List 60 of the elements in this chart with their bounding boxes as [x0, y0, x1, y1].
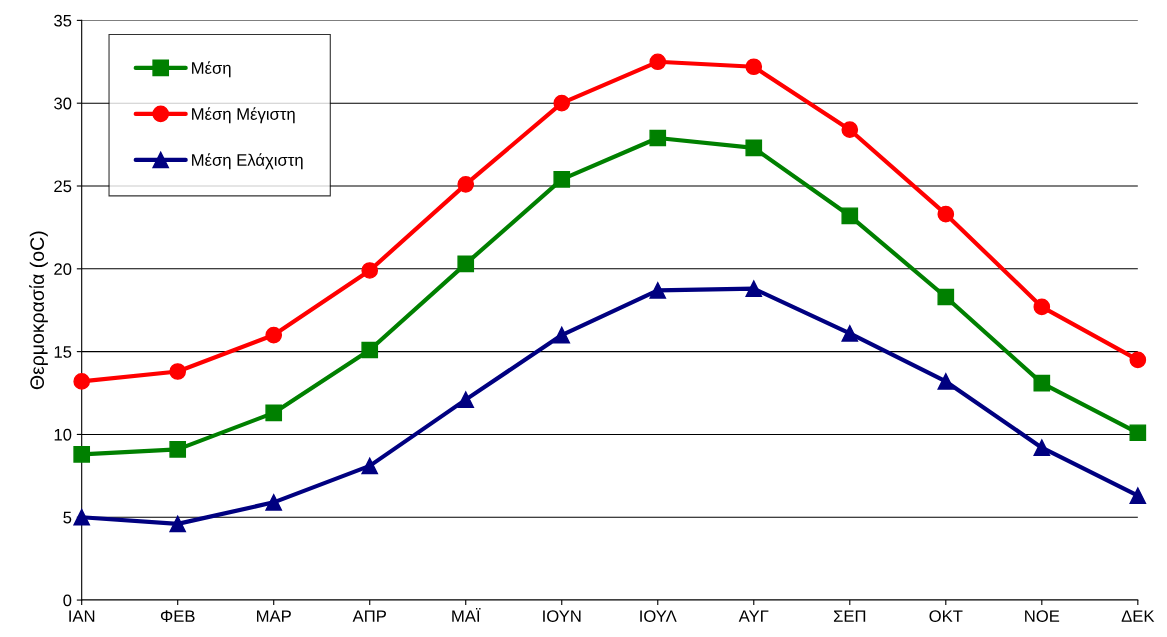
point — [649, 129, 667, 147]
point — [265, 494, 283, 511]
point — [553, 171, 571, 188]
point — [1129, 351, 1147, 369]
point — [73, 373, 91, 390]
point — [457, 255, 475, 273]
point — [841, 207, 859, 225]
point — [73, 445, 91, 463]
y-tick-label: 10 — [54, 428, 72, 441]
legend-label: Μέση — [192, 61, 231, 78]
point — [649, 53, 667, 71]
point — [553, 94, 571, 112]
y-tick-label: 30 — [54, 97, 72, 110]
point — [169, 363, 187, 380]
y-tick-label: 20 — [54, 263, 72, 276]
point — [1033, 298, 1051, 316]
point — [841, 121, 859, 139]
point — [457, 176, 475, 193]
point — [745, 58, 763, 76]
point — [937, 205, 955, 223]
point — [169, 515, 187, 533]
x-tick-label: ΝΟΕ — [1025, 610, 1060, 623]
x-tick-label: ΜΑΡ — [257, 610, 291, 622]
x-tick-label: ΣΕΠ — [833, 610, 866, 622]
point — [1033, 374, 1051, 392]
point — [169, 441, 187, 458]
point — [73, 508, 91, 526]
point — [649, 282, 667, 299]
y-tick-label: 25 — [54, 180, 72, 193]
point — [265, 404, 283, 422]
point — [361, 262, 379, 279]
point — [361, 341, 379, 359]
point — [361, 457, 379, 475]
y-tick-label: 15 — [54, 346, 72, 358]
x-tick-label: ΦΕΒ — [160, 610, 195, 622]
x-tick-label: ΜΑΪ — [452, 607, 481, 622]
x-tick-label: ΙΟΥΛ — [640, 610, 677, 623]
y-axis-title: Θερμοκρασία (oC) — [29, 231, 48, 390]
point — [1033, 439, 1051, 457]
point — [745, 280, 763, 298]
legend-label: Μέση Ελάχιστη — [192, 153, 303, 170]
point — [553, 326, 571, 344]
point — [1129, 487, 1147, 505]
legend-label: Μέση Μέγιστη — [192, 107, 295, 124]
point — [265, 326, 283, 344]
x-tick-label: ΙΑΝ — [69, 610, 95, 622]
x-tick-label: ΑΠΡ — [352, 610, 386, 622]
x-tick-label: ΑΥΓ — [738, 610, 769, 622]
point — [937, 373, 955, 390]
x-tick-label: ΔΕΚ — [1121, 610, 1155, 622]
point — [937, 288, 955, 306]
y-tick-label: 5 — [63, 511, 72, 524]
point — [745, 139, 763, 157]
point — [841, 325, 859, 342]
x-tick-label: ΙΟΥΝ — [543, 610, 581, 623]
x-tick-label: ΟΚΤ — [929, 610, 963, 623]
point — [1129, 424, 1147, 442]
y-tick-label: 0 — [63, 594, 72, 607]
y-tick-label: 35 — [54, 14, 72, 27]
point — [457, 391, 475, 408]
